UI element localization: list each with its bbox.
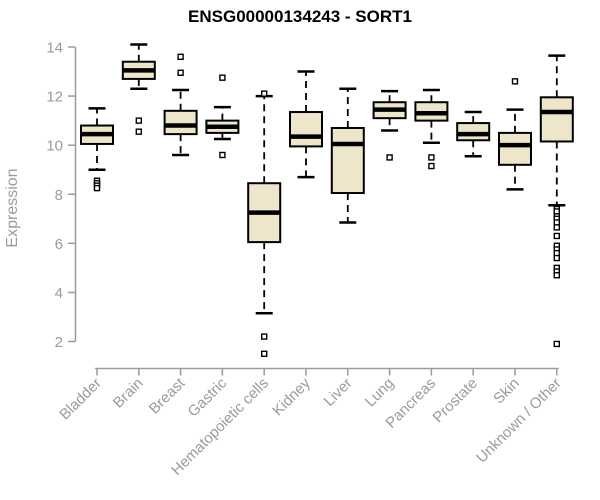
outlier-point <box>553 272 560 279</box>
box <box>456 122 491 142</box>
box-group <box>247 90 282 357</box>
y-tick-label: 6 <box>55 236 63 253</box>
box-group <box>205 74 240 159</box>
x-tick-label: Liver <box>321 375 356 410</box>
x-tick-label: Lung <box>362 375 398 411</box>
box <box>163 109 198 136</box>
x-tick-label: Bladder <box>56 375 105 424</box>
box <box>289 111 323 148</box>
outlier-point <box>511 78 519 85</box>
box <box>539 96 574 143</box>
box-group <box>121 43 156 135</box>
outlier-point <box>219 151 226 159</box>
x-tick-label: Brain <box>110 375 147 412</box>
chart-title: ENSG00000134243 - SORT1 <box>188 7 412 26</box>
x-tick-label: Skin <box>490 375 523 408</box>
outlier-point <box>135 117 143 124</box>
x-tick-label: Breast <box>146 374 189 417</box>
outlier-point <box>135 128 143 135</box>
box-group <box>498 78 532 191</box>
outlier-point <box>553 224 560 231</box>
y-tick-label: 8 <box>55 187 63 204</box>
outlier-point <box>428 162 435 170</box>
outlier-point <box>553 232 560 240</box>
box-group <box>289 70 323 179</box>
x-tick-label: Prostate <box>429 375 481 427</box>
y-tick-label: 12 <box>46 89 63 106</box>
y-tick-label: 2 <box>55 334 63 351</box>
outlier-point <box>93 184 101 192</box>
y-axis-label: Expression <box>4 168 21 247</box>
outlier-point <box>386 154 393 161</box>
outlier-point <box>177 69 184 76</box>
y-tick-label: 10 <box>46 138 63 155</box>
outlier-point <box>261 333 268 340</box>
outlier-point <box>553 340 560 348</box>
outlier-point <box>428 154 435 161</box>
box <box>330 126 365 195</box>
outlier-point <box>261 90 268 97</box>
box-group <box>80 107 114 192</box>
x-tick-label: Kidney <box>269 374 314 419</box>
box-group <box>414 88 449 170</box>
box-group <box>456 110 491 158</box>
boxes-layer <box>80 43 574 357</box>
box-group <box>330 87 365 224</box>
outlier-point <box>219 74 226 81</box>
y-tick-label: 4 <box>55 285 63 302</box>
y-tick-label: 14 <box>46 40 63 57</box>
box-group <box>539 54 574 348</box>
outlier-point <box>261 350 268 357</box>
box-group <box>163 53 198 157</box>
outlier-point <box>553 254 560 262</box>
box <box>498 131 532 166</box>
box-group <box>372 89 407 161</box>
outlier-point <box>177 53 184 61</box>
